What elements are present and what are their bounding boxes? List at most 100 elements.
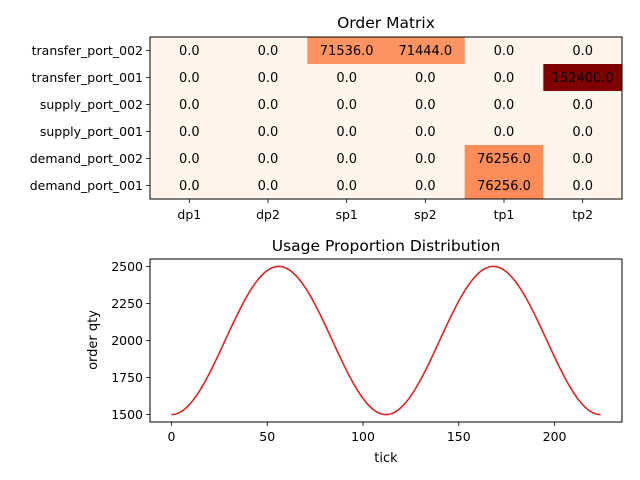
heatmap-cell-value: 0.0 — [179, 152, 200, 167]
heatmap-cell — [464, 91, 544, 119]
y-axis-label: order qty — [86, 310, 101, 370]
heatmap-cell — [543, 64, 623, 92]
heatmap-cell-labels: 0.0 0.0 71536.0 71444.0 0.0 0.0 0.0 0.0 0.0 0.0 0.… — [179, 44, 614, 194]
heatmap-cell-value: 0.0 — [494, 125, 515, 140]
heatmap-cell-value: 0.0 — [572, 179, 593, 194]
heatmap-cell-value: 0.0 — [572, 98, 593, 113]
heatmap-cell — [386, 64, 465, 92]
y-tick-label: 2250 — [111, 296, 143, 311]
heatmap-cell-value: 0.0 — [258, 152, 279, 167]
heatmap-cell — [543, 91, 623, 119]
x-tick-label: 200 — [543, 429, 567, 444]
heatmap-cell — [464, 172, 544, 200]
heatmap-cell — [464, 145, 544, 173]
y-tick-label: demand_port_001 — [30, 178, 143, 193]
heatmap-cell — [307, 91, 387, 119]
heatmap-cell-value: 71536.0 — [320, 44, 374, 59]
x-tick-label: 0 — [167, 429, 175, 444]
usage-line-chart: Usage Proportion Distribution 0 50 100 150 2… — [86, 237, 623, 466]
y-tick-label: transfer_port_001 — [32, 70, 143, 85]
heatmap-cell-value: 0.0 — [415, 71, 436, 86]
heatmap-cell-value: 0.0 — [336, 179, 357, 194]
y-tick-label: supply_port_002 — [40, 97, 143, 112]
heatmap-cell — [228, 91, 308, 119]
x-tick-label: sp2 — [414, 207, 436, 222]
heatmap-cell-value: 0.0 — [179, 44, 200, 59]
x-tick-label: tp2 — [572, 207, 593, 222]
heatmap-cell — [386, 172, 465, 200]
line-chart-title: Usage Proportion Distribution — [272, 237, 501, 255]
heatmap-frame — [149, 36, 623, 200]
heatmap-cell — [228, 145, 308, 173]
heatmap-cell — [228, 172, 308, 200]
heatmap-x-ticks: dp1 dp2 sp1 sp2 tp1 tp2 — [177, 199, 593, 222]
x-tick-label: tp1 — [494, 207, 515, 222]
heatmap-cell-value: 0.0 — [258, 125, 279, 140]
heatmap-title: Order Matrix — [337, 14, 435, 32]
heatmap-cell — [150, 172, 229, 200]
x-tick-label: sp1 — [335, 207, 357, 222]
heatmap-cell-value: 76256.0 — [477, 179, 531, 194]
heatmap-cell-value: 0.0 — [336, 98, 357, 113]
heatmap-cell — [464, 118, 544, 146]
y-tick-label: 2500 — [111, 259, 143, 274]
line-x-ticks: 0 50 100 150 200 — [167, 422, 567, 444]
line-y-ticks: 1500 1750 2000 2250 2500 — [111, 259, 150, 422]
heatmap-cell-value: 71444.0 — [398, 44, 452, 59]
heatmap-cell — [386, 91, 465, 119]
heatmap-cell-value: 0.0 — [415, 98, 436, 113]
heatmap-cell — [543, 37, 623, 65]
x-tick-label: 150 — [447, 429, 471, 444]
heatmap-cell — [464, 37, 544, 65]
heatmap-cell-value: 0.0 — [415, 125, 436, 140]
heatmap-cell-value: 0.0 — [494, 44, 515, 59]
heatmap-cell — [150, 91, 229, 119]
y-tick-label: transfer_port_002 — [32, 43, 143, 58]
heatmap-cell-value: 0.0 — [336, 71, 357, 86]
heatmap-cell — [386, 37, 465, 65]
y-tick-label: demand_port_002 — [30, 151, 143, 166]
heatmap-cell-value: 76256.0 — [477, 152, 531, 167]
heatmap-cell — [307, 145, 387, 173]
heatmap-cell — [543, 145, 623, 173]
heatmap-cell — [228, 37, 308, 65]
heatmap-cell-value: 0.0 — [179, 125, 200, 140]
heatmap-cell — [150, 64, 229, 92]
heatmap-cell — [464, 64, 544, 92]
heatmap-cell — [307, 64, 387, 92]
heatmap-cell-value: 0.0 — [179, 98, 200, 113]
heatmap-cell — [386, 118, 465, 146]
heatmap-cell — [150, 118, 229, 146]
heatmap-cell-value: 0.0 — [336, 152, 357, 167]
heatmap-cell-value: 0.0 — [258, 98, 279, 113]
x-tick-label: dp1 — [177, 207, 201, 222]
heatmap-cell — [150, 145, 229, 173]
x-tick-label: 100 — [351, 429, 375, 444]
heatmap-cell-value: 0.0 — [572, 152, 593, 167]
heatmap-cell — [307, 37, 387, 65]
heatmap-cell — [543, 172, 623, 200]
heatmap-cell-value: 0.0 — [336, 125, 357, 140]
heatmap-cell-value: 0.0 — [572, 125, 593, 140]
heatmap-cell — [307, 118, 387, 146]
x-tick-label: dp2 — [256, 207, 280, 222]
heatmap-cell — [228, 118, 308, 146]
y-tick-label: 1500 — [111, 407, 143, 422]
heatmap-cells — [150, 37, 623, 200]
order-qty-series-line — [171, 265, 601, 416]
x-tick-label: 50 — [259, 429, 275, 444]
heatmap-cell-value: 0.0 — [494, 98, 515, 113]
heatmap-cell-value: 0.0 — [494, 71, 515, 86]
heatmap-cell-value: 0.0 — [415, 152, 436, 167]
heatmap-cell-value: 0.0 — [258, 71, 279, 86]
y-tick-label: supply_port_001 — [40, 124, 143, 139]
heatmap-cell — [386, 145, 465, 173]
heatmap-cell-value: 152400.0 — [552, 71, 614, 86]
heatmap-cell — [307, 172, 387, 200]
heatmap-cell — [150, 37, 229, 65]
heatmap-cell-value: 0.0 — [258, 179, 279, 194]
heatmap-cell-value: 0.0 — [415, 179, 436, 194]
x-axis-label: tick — [374, 451, 398, 466]
heatmap-cell-value: 0.0 — [179, 179, 200, 194]
